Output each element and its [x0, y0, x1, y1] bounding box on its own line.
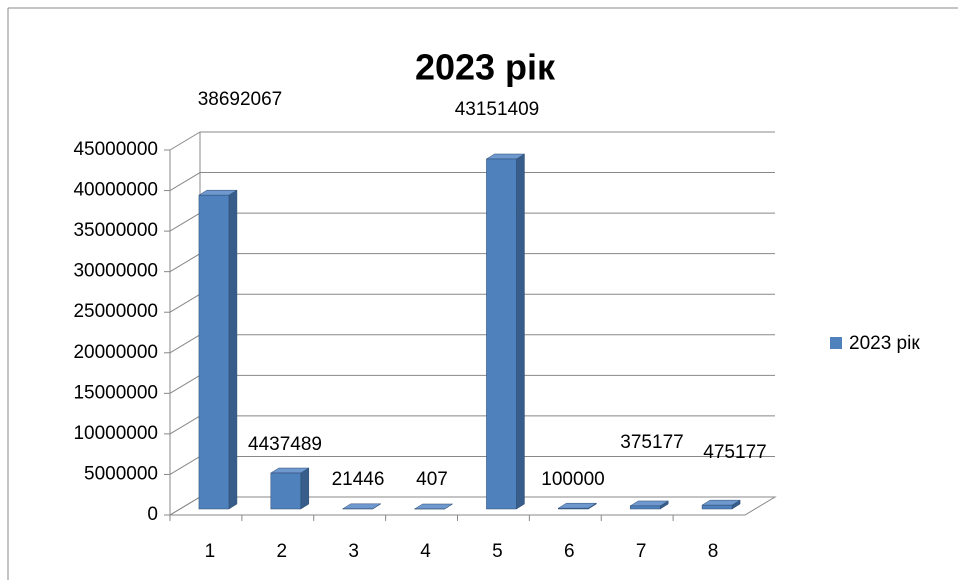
wall-diagonal: [169, 374, 201, 394]
bar: [270, 472, 302, 510]
data-label: 407: [416, 469, 448, 490]
y-tick-label: 5000000: [84, 463, 158, 484]
x-tick-label: 5: [492, 541, 503, 562]
bar: [198, 194, 230, 510]
wall-diagonal: [169, 172, 201, 191]
legend-label: 2023 рік: [849, 333, 920, 354]
bar-side: [300, 467, 310, 510]
wall-diagonal: [169, 131, 201, 151]
wall-diagonal: [169, 415, 201, 435]
bar-top: [413, 503, 454, 510]
wall-diagonal: [169, 456, 201, 475]
bar-side: [516, 153, 525, 510]
x-tick-label: 8: [708, 541, 719, 562]
data-label: 43151409: [455, 99, 540, 120]
bar: [486, 158, 517, 510]
data-label: 38692067: [198, 89, 283, 110]
floor: [168, 496, 777, 516]
y-tick-label: 35000000: [73, 220, 158, 241]
wall-diagonal: [169, 212, 201, 232]
wall-diagonal: [169, 334, 201, 354]
x-tick-label: 6: [564, 541, 575, 562]
legend-swatch: [830, 337, 842, 349]
x-tick-label: 7: [636, 541, 647, 562]
bar-side: [228, 189, 238, 510]
x-tick-label: 3: [348, 541, 359, 562]
y-tick-label: 30000000: [73, 261, 158, 282]
data-label: 100000: [541, 469, 604, 490]
y-tick-label: 15000000: [73, 382, 158, 403]
bar-top: [341, 503, 382, 510]
y-tick-label: 20000000: [73, 342, 158, 363]
data-label: 375177: [620, 432, 683, 453]
x-tick-label: 1: [205, 541, 216, 562]
y-tick-label: 25000000: [73, 301, 158, 322]
y-tick-label: 0: [147, 504, 158, 525]
data-label: 4437489: [248, 434, 322, 455]
chart-title: 2023 рік: [415, 47, 556, 88]
y-tick-label: 10000000: [73, 423, 158, 444]
y-tick-label: 40000000: [73, 180, 158, 201]
x-tick-label: 4: [420, 541, 431, 562]
data-label: 21446: [332, 469, 385, 490]
data-label: 475177: [703, 442, 766, 463]
x-tick-label: 2: [277, 541, 288, 562]
bar: [701, 504, 733, 510]
wall-diagonal: [169, 293, 201, 313]
y-tick-label: 45000000: [73, 139, 158, 160]
bar: [629, 505, 661, 510]
wall-diagonal: [169, 496, 201, 516]
bar: [558, 507, 589, 510]
wall-diagonal: [169, 253, 201, 273]
